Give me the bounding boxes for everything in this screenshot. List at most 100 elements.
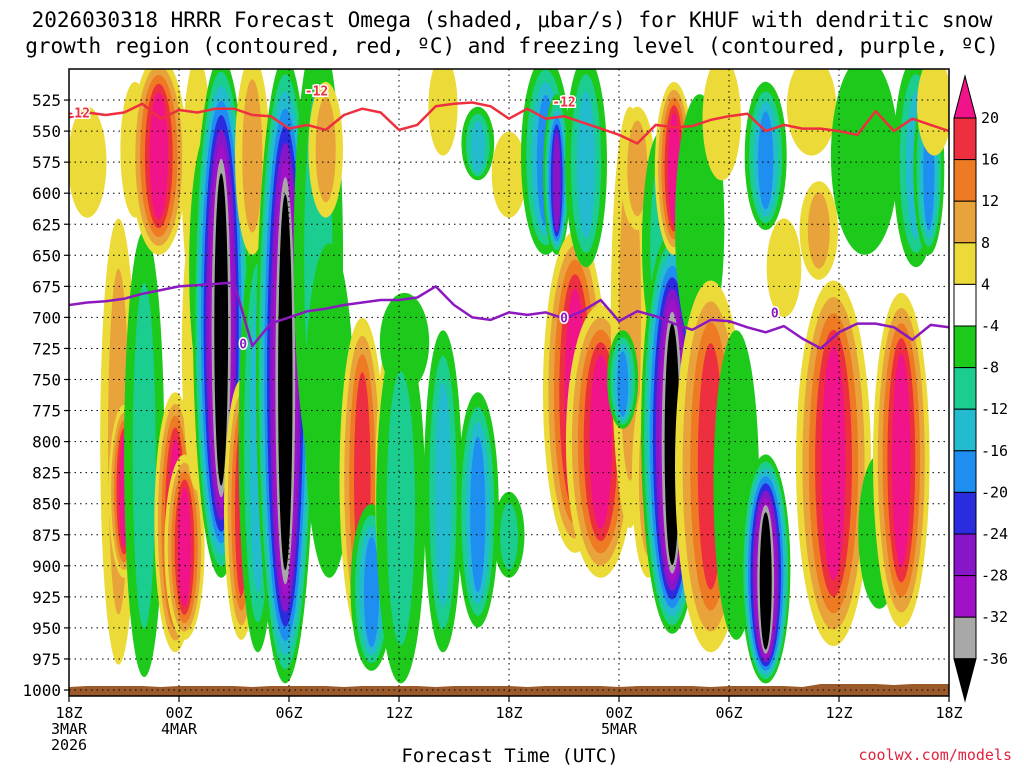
colorbar-bin--24--20	[953, 491, 977, 535]
y-tick-label: 550	[32, 122, 61, 141]
omega-cell-46-level-3	[758, 111, 774, 210]
chart-title-line1: 2026030318 HRRR Forecast Omega (shaded, …	[32, 8, 993, 32]
colorbar-label: -24	[981, 525, 1008, 543]
credit-text: coolwx.com/models	[858, 746, 1012, 764]
omega-cell-54-level-4	[892, 353, 911, 568]
omega-cell-34-level-4	[589, 354, 612, 529]
omega-cell-26-level-2	[470, 120, 485, 173]
colorbar-bin-12-16	[953, 159, 977, 202]
x-tick-label: 06Z	[715, 704, 742, 722]
omega-cell-11-level-8	[214, 173, 229, 486]
omega-cell-52-level-0	[830, 69, 899, 255]
x-tick-label: 06Z	[275, 704, 302, 722]
colorbar-bin-8-12	[953, 200, 977, 244]
chart-title-line2: growth region (contoured, red, ºC) and f…	[25, 34, 999, 58]
x-tick-label: 00Z	[165, 704, 192, 722]
colorbar-label: 8	[981, 234, 990, 252]
omega-cell-14-level-1	[242, 79, 263, 233]
x-tick-label: 3MAR	[51, 720, 88, 738]
omega-cell-25-level-0	[428, 69, 458, 156]
colorbar-bin-16-20	[953, 117, 977, 161]
colorbar-bin-gt20	[953, 74, 977, 119]
omega-shaded-field	[69, 69, 949, 684]
colorbar-bin--32--28	[953, 575, 977, 618]
y-tick-label: 700	[32, 308, 61, 327]
omega-cell-57-level-0	[917, 69, 949, 156]
colorbar-bin-lt-36	[953, 658, 977, 703]
omega-cell-50-level-1	[807, 192, 830, 269]
omega-cell-0-level-0	[69, 106, 107, 218]
colorbar-label: -36	[981, 650, 1008, 668]
x-tick-label: 12Z	[825, 704, 852, 722]
colorbar-bin--28--24	[953, 533, 977, 577]
colorbar-bin--8--4	[953, 325, 977, 369]
x-tick-label: 00Z	[605, 704, 632, 722]
x-tick-label: 18Z	[935, 704, 962, 722]
y-tick-label: 675	[32, 277, 61, 296]
dgz-contour-label: -12	[305, 84, 328, 99]
omega-cell-33-level-2	[576, 91, 596, 239]
dgz-contour-label: -12	[66, 107, 89, 122]
omega-cell-29-level-1	[500, 502, 518, 570]
y-axis: 525 550 575 600 625 650 675 700 725 750 775 800 825 8…	[22, 91, 69, 700]
omega-cell-27-level-3	[470, 436, 486, 593]
omega-cell-47-level-8	[759, 512, 772, 650]
omega-cell-17-level-1	[315, 97, 336, 203]
y-tick-label: 625	[32, 215, 61, 234]
colorbar-label: 16	[981, 151, 999, 169]
y-tick-label: 975	[32, 650, 61, 669]
x-axis-label: Forecast Time (UTC)	[401, 745, 618, 767]
grid-lines	[69, 69, 949, 696]
colorbar-bin-4-8	[953, 242, 977, 285]
dgz-contour-label: -12	[552, 96, 575, 111]
y-tick-label: 950	[32, 619, 61, 638]
colorbar-bin--16--12	[953, 408, 977, 452]
dgz-contour-line	[69, 101, 949, 145]
y-tick-label: 775	[32, 402, 61, 421]
colorbar-label: -8	[981, 359, 999, 377]
y-tick-label: 650	[32, 246, 61, 265]
omega-cell-4-level-1	[132, 282, 156, 629]
colorbar-bin--36--32	[953, 616, 977, 660]
omega-cell-7-level-4	[178, 487, 191, 607]
colorbar-bin--12--8	[953, 367, 977, 410]
x-tick-label: 12Z	[385, 704, 412, 722]
colorbar-bin--4-4	[953, 283, 977, 327]
y-tick-label: 1000	[22, 681, 61, 700]
omega-cell-31-level-5	[552, 131, 561, 233]
colorbar-label: 12	[981, 192, 999, 210]
y-tick-label: 825	[32, 464, 61, 483]
x-tick-label: 5MAR	[601, 720, 638, 738]
omega-cell-5-level-4	[149, 92, 168, 220]
y-tick-label: 850	[32, 495, 61, 514]
omega-cell-36-level-3	[617, 351, 629, 417]
colorbar-label: 20	[981, 109, 999, 127]
omega-cell-24-level-2	[434, 381, 452, 607]
omega-cell-48-level-0	[766, 218, 802, 317]
y-tick-label: 725	[32, 339, 61, 358]
freezing-level-contour-line	[69, 281, 949, 350]
colorbar-label: -16	[981, 442, 1008, 460]
y-tick-label: 525	[32, 91, 61, 110]
omega-cell-37-level-1	[627, 120, 648, 217]
x-tick-label: 18Z	[495, 704, 522, 722]
omega-cell-44-level-0	[702, 69, 741, 181]
y-tick-label: 925	[32, 588, 61, 607]
omega-cell-23-level-1	[386, 371, 415, 646]
y-tick-label: 600	[32, 184, 61, 203]
colorbar-label: -32	[981, 608, 1008, 626]
y-tick-label: 875	[32, 526, 61, 545]
x-tick-label: 18Z	[55, 704, 82, 722]
colorbar-bin--20--16	[953, 450, 977, 493]
freezing-level-contour-label: 0	[771, 307, 779, 322]
y-tick-label: 750	[32, 371, 61, 390]
colorbar-label: -20	[981, 483, 1008, 501]
omega-cell-49-level-0	[786, 69, 837, 156]
x-tick-label: 4MAR	[161, 720, 198, 738]
omega-cell-15-level-8	[278, 194, 293, 571]
omega-cell-20-level-3	[363, 536, 380, 648]
colorbar-label: 4	[981, 275, 990, 293]
colorbar-label: -28	[981, 567, 1008, 585]
